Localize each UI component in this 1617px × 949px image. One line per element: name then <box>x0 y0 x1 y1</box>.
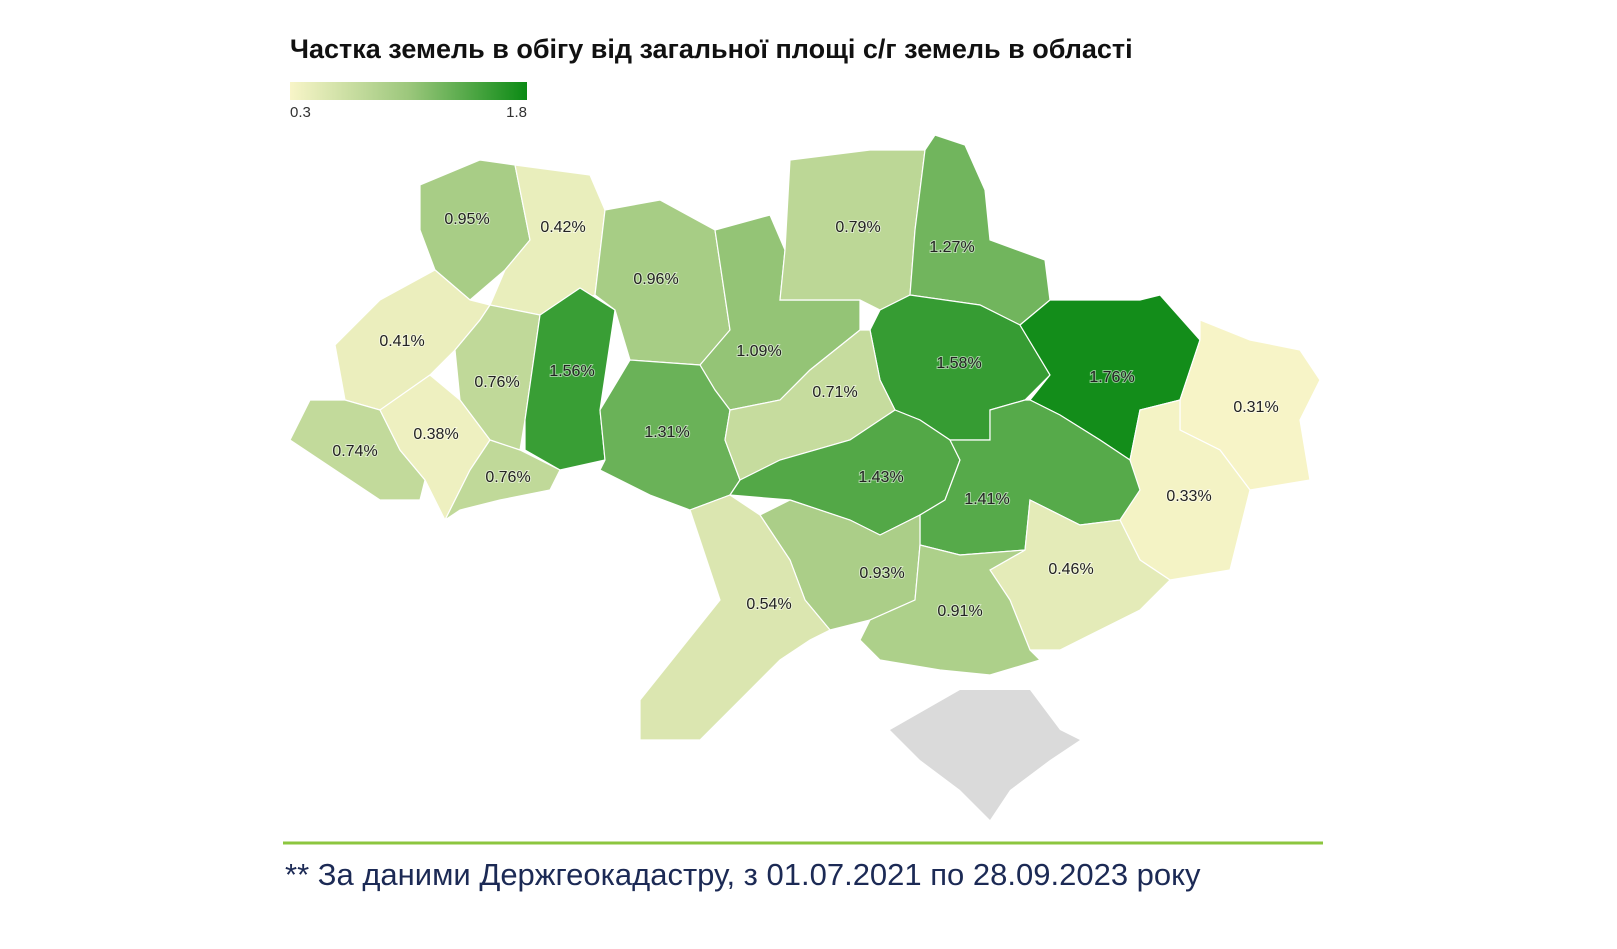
region-value-label: 0.54% <box>746 596 791 613</box>
region-value-label: 0.93% <box>859 565 904 582</box>
region-value-label: 0.41% <box>379 333 424 350</box>
region-value-label: 0.79% <box>835 219 880 236</box>
region-value-label: 0.46% <box>1048 561 1093 578</box>
chart-title: Частка земель в обігу від загальної площ… <box>290 34 1133 64</box>
region-value-label: 1.43% <box>858 469 903 486</box>
region-value-label: 0.38% <box>413 426 458 443</box>
region <box>639 494 831 741</box>
region-value-label: 1.56% <box>549 363 594 380</box>
no-data-region <box>890 690 1080 820</box>
colorbar <box>290 82 527 100</box>
footnote: ** За даними Держгеокадастру, з 01.07.20… <box>285 857 1201 892</box>
region <box>859 544 1042 676</box>
region-value-label: 0.42% <box>540 219 585 236</box>
region-value-label: 0.95% <box>444 211 489 228</box>
region-value-label: 0.33% <box>1166 488 1211 505</box>
region-value-label: 0.31% <box>1233 399 1278 416</box>
region-value-label: 0.96% <box>633 271 678 288</box>
region <box>909 134 1051 326</box>
region <box>443 439 561 522</box>
region-value-label: 1.58% <box>936 355 981 372</box>
region-value-label: 1.41% <box>964 491 1009 508</box>
region-value-label: 1.27% <box>929 239 974 256</box>
region-value-label: 1.09% <box>736 343 781 360</box>
region-value-label: 0.71% <box>812 384 857 401</box>
region-value-label: 0.91% <box>937 603 982 620</box>
region-value-label: 0.74% <box>332 443 377 460</box>
region-value-label: 1.31% <box>644 424 689 441</box>
colorbar-tick-label: 0.3 <box>290 104 311 121</box>
region-value-label: 0.76% <box>474 374 519 391</box>
region-value-label: 1.76% <box>1089 369 1134 386</box>
region-value-label: 0.76% <box>485 469 530 486</box>
regions <box>289 134 1321 820</box>
colorbar-tick-label: 1.8 <box>506 104 527 121</box>
region <box>724 329 896 481</box>
